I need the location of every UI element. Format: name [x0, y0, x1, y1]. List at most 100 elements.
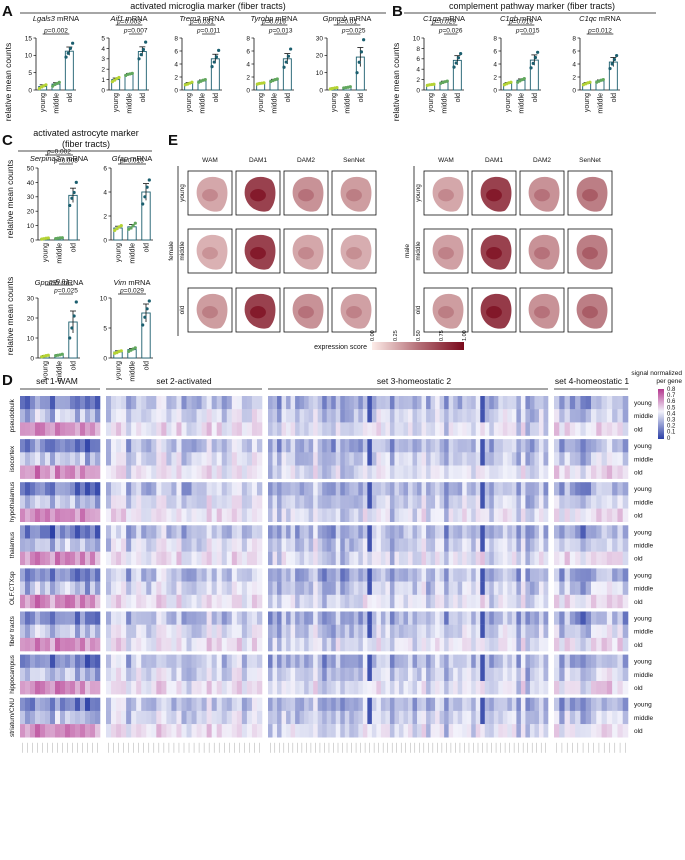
heatmap-cell — [612, 495, 618, 509]
heatmap-cell — [111, 568, 117, 582]
heatmap-cell — [380, 568, 386, 582]
heatmap-cell — [520, 495, 526, 509]
heatmap-cell — [559, 697, 565, 712]
heatmap-cell — [80, 439, 86, 453]
unit-label: mRNA — [64, 154, 88, 163]
heatmap-cell — [186, 465, 192, 479]
heatmap-cell — [106, 482, 112, 496]
heatmap-cell — [121, 465, 127, 479]
heatmap-cell — [141, 654, 147, 668]
heatmap-cell — [484, 724, 490, 738]
heatmap-cell — [403, 697, 409, 712]
heatmap-cell — [403, 409, 409, 423]
heatmap-cell — [75, 439, 81, 453]
heatmap-cell — [126, 439, 132, 453]
heatmap-cell — [340, 482, 346, 496]
heatmap-cell — [389, 508, 395, 522]
heatmap-cell — [176, 422, 182, 436]
panel-c-title-line1: activated astrocyte marker — [33, 128, 139, 138]
x-tick-label: young — [113, 93, 120, 112]
heatmap-cell — [251, 667, 258, 682]
heatmap-cell — [246, 710, 253, 725]
heatmap-cell — [569, 396, 576, 410]
heatmap-cell — [498, 724, 504, 738]
heatmap-cell — [564, 611, 571, 625]
heatmap-cell — [453, 482, 458, 496]
brain-map-female-young-sennet — [331, 170, 377, 216]
heatmap-cell — [606, 538, 613, 552]
heatmap-cell — [493, 396, 499, 410]
heatmap-cell — [95, 611, 101, 625]
heatmap-cell — [502, 452, 508, 466]
heatmap-cell — [317, 465, 323, 479]
heatmap-cell — [35, 439, 41, 453]
heatmap-cell — [417, 396, 422, 410]
heatmap-cell — [412, 681, 418, 695]
heatmap-cell — [331, 667, 337, 682]
heatmap-cell — [580, 568, 587, 582]
heatmap-cell — [394, 396, 400, 410]
heatmap-cell — [191, 681, 197, 695]
heatmap-cell — [516, 495, 522, 509]
heatmap-cell — [430, 525, 436, 539]
heatmap-cell — [358, 525, 364, 539]
heatmap-cell — [141, 637, 147, 652]
heatmap-cell — [466, 465, 472, 479]
heatmap-cell — [502, 465, 508, 479]
chart-title: C1qa mRNA — [423, 14, 465, 23]
heatmap-cell — [231, 681, 238, 695]
heatmap-cell — [251, 538, 258, 552]
heatmap-cell — [376, 637, 382, 652]
heatmap-cell — [231, 710, 238, 725]
heatmap-cell — [272, 422, 278, 436]
heatmap-cell — [290, 667, 296, 682]
heatmap-row-olfctxsp-young-set1 — [20, 568, 101, 582]
heatmap-cell — [457, 654, 463, 668]
heatmap-cell — [462, 611, 468, 625]
heatmap-cell — [181, 667, 187, 682]
heatmap-cell — [231, 581, 238, 595]
heatmap-cell — [201, 525, 207, 539]
heatmap-row-hippocampus-old-set2 — [106, 681, 263, 695]
heatmap-cell — [502, 624, 508, 639]
row-label-middle: middle — [179, 241, 186, 261]
data-point — [588, 80, 592, 84]
heatmap-cell — [502, 681, 508, 695]
heatmap-cell — [246, 482, 253, 496]
heatmap-cell — [462, 409, 468, 423]
heatmap-cell — [430, 396, 436, 410]
data-point — [71, 41, 75, 45]
heatmap-cell — [591, 581, 597, 595]
heatmap-cell — [70, 482, 76, 496]
heatmap-cell — [70, 409, 76, 423]
heatmap-cell — [196, 538, 202, 552]
heatmap-cell — [151, 409, 157, 423]
heatmap-cell — [50, 594, 56, 609]
heatmap-cell — [25, 637, 31, 652]
heatmap-cell — [211, 611, 218, 625]
y-tick-label: 6 — [572, 48, 576, 55]
heatmap-cell — [493, 637, 499, 652]
heatmap-cell — [453, 525, 458, 539]
heatmap-cell — [439, 581, 445, 595]
heatmap-cell — [554, 452, 560, 466]
heatmap-cell — [90, 508, 96, 522]
heatmap-cell — [564, 396, 571, 410]
p-number: =0.002 — [51, 149, 71, 156]
heatmap-cell — [295, 681, 300, 695]
heatmap-cell — [181, 654, 187, 668]
heatmap-cell — [426, 482, 431, 496]
heatmap-cell — [55, 681, 61, 695]
heatmap-cell — [403, 594, 409, 609]
heatmap-cell — [268, 624, 273, 639]
heatmap-cell — [606, 594, 613, 609]
heatmap-cell — [206, 508, 212, 522]
heatmap-cell — [251, 439, 258, 453]
heatmap-cell — [299, 568, 305, 582]
heatmap-cell — [206, 465, 212, 479]
heatmap-cell — [176, 624, 182, 639]
heatmap-cell — [146, 637, 152, 652]
heatmap-cell — [40, 508, 46, 522]
heatmap-cell — [206, 637, 212, 652]
